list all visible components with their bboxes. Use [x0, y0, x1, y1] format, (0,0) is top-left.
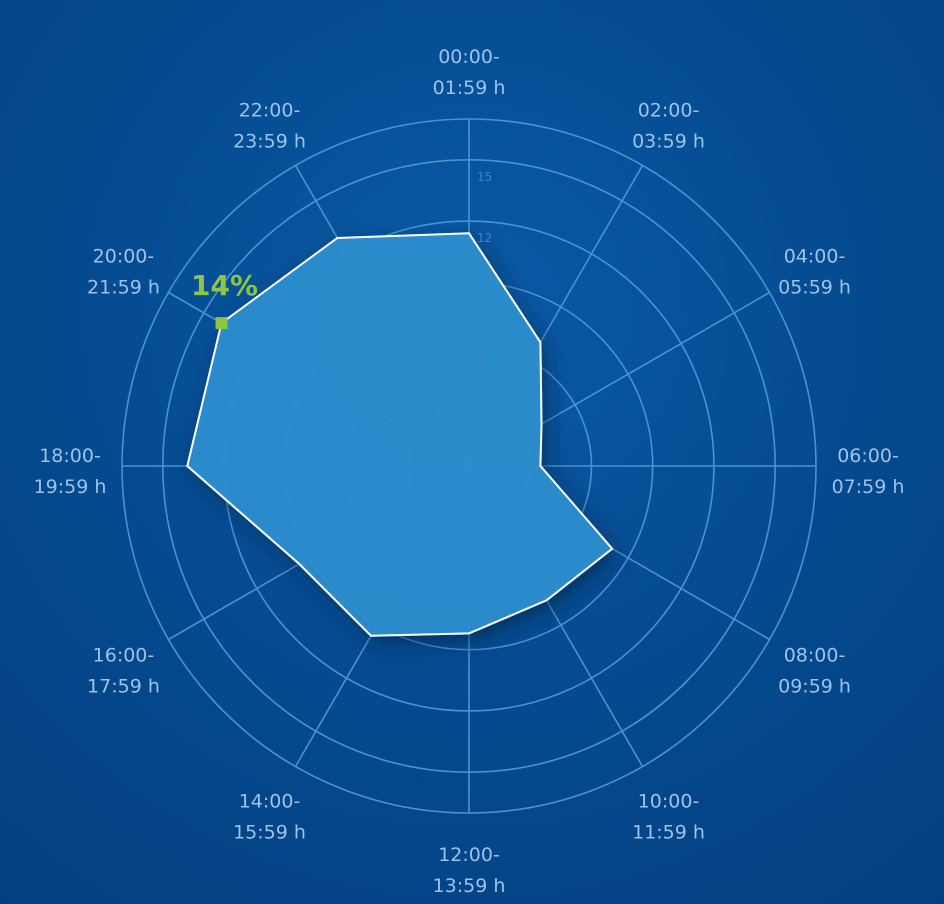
spoke-label-line: 06:00- — [837, 445, 899, 467]
spoke-label-line: 01:59 h — [433, 77, 506, 99]
radial-tick-label: 12 — [477, 231, 492, 245]
radial-tick-label: 3 — [477, 415, 485, 429]
spoke-label-line: 12:00- — [438, 844, 500, 866]
spoke-label-line: 09:59 h — [778, 676, 851, 698]
spoke-label-9: 16:00- 17:59 h — [87, 645, 160, 698]
spoke-label-line: 07:59 h — [832, 476, 905, 498]
spoke-label-line: 22:00- — [239, 99, 301, 121]
spoke-label-line: 00:00- — [438, 46, 500, 68]
spoke-label-line: 08:00- — [784, 645, 846, 667]
spoke-label-line: 19:59 h — [34, 476, 107, 498]
spoke-label-line: 04:00- — [784, 246, 846, 268]
spoke-label-line: 11:59 h — [632, 822, 705, 844]
spoke-label-line: 13:59 h — [433, 875, 506, 897]
spoke-label-line: 10:00- — [638, 791, 700, 813]
spoke-label-line: 16:00- — [93, 645, 155, 667]
highlight-marker — [215, 317, 228, 330]
spoke-label-5: 08:00- 09:59 h — [778, 645, 851, 698]
spoke-label-line: 20:00- — [93, 246, 155, 268]
spoke-label-line: 14:00- — [239, 791, 301, 813]
spoke-label-1: 00:00- 01:59 h — [433, 46, 506, 99]
highlight-value-label: 14% — [191, 269, 258, 302]
spoke-label-11: 20:00- 21:59 h — [87, 246, 160, 299]
spoke-label-line: 03:59 h — [632, 130, 705, 152]
highlight-layer: 14% — [191, 269, 258, 330]
radial-tick-label: 6 — [477, 354, 485, 368]
spoke-label-line: 21:59 h — [87, 277, 160, 299]
spoke-label-7: 12:00- 13:59 h — [433, 844, 506, 897]
spoke-label-6: 10:00- 11:59 h — [632, 791, 705, 844]
spoke-labels: 00:00-01:59 h02:00-03:59 h04:00-05:59 h0… — [34, 46, 905, 897]
spoke-label-line: 23:59 h — [233, 130, 306, 152]
radial-tick-label: 9 — [477, 292, 485, 306]
spoke-label-3: 04:00- 05:59 h — [778, 246, 851, 299]
radial-tick-labels: 3 6 9 12 15 — [477, 170, 492, 429]
spoke-label-line: 15:59 h — [233, 822, 306, 844]
spoke-label-8: 14:00- 15:59 h — [233, 791, 306, 844]
spoke-label-line: 17:59 h — [87, 676, 160, 698]
spoke-label-line: 18:00- — [39, 445, 101, 467]
spoke-label-line: 02:00- — [638, 99, 700, 121]
spoke-label-4: 06:00- 07:59 h — [832, 445, 905, 498]
spoke-label-12: 22:00- 23:59 h — [233, 99, 306, 152]
radial-tick-label: 15 — [477, 170, 492, 184]
spoke-label-line: 05:59 h — [778, 277, 851, 299]
spoke-label-2: 02:00- 03:59 h — [632, 99, 705, 152]
spoke-label-10: 18:00- 19:59 h — [34, 445, 107, 498]
